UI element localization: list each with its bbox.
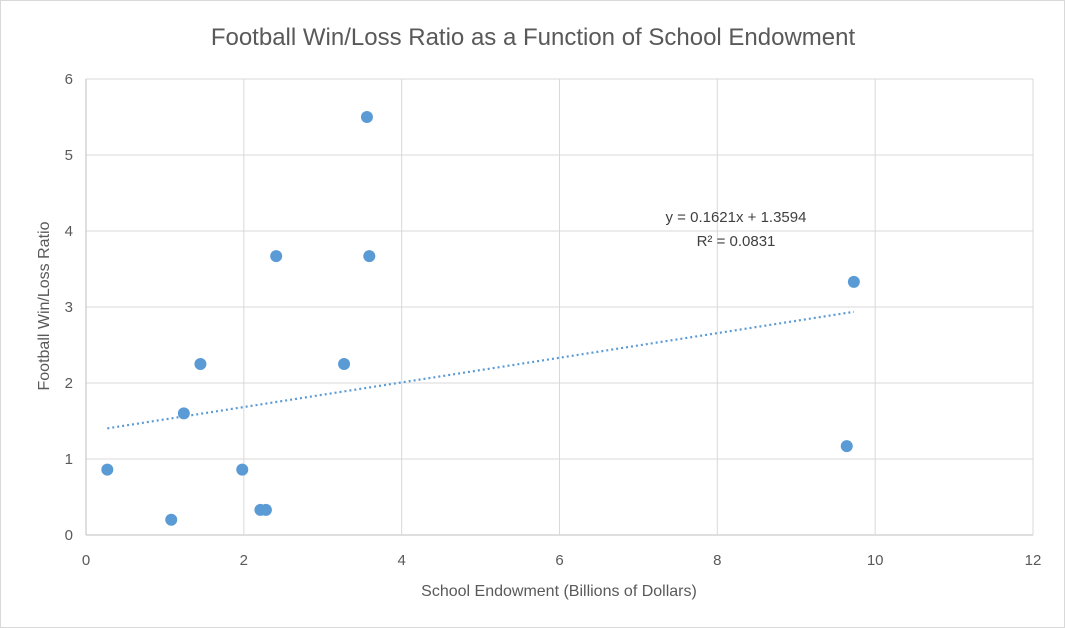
trendline-equation: y = 0.1621x + 1.3594: [666, 209, 807, 226]
trendline-r-squared: R² = 0.0831: [697, 233, 776, 250]
x-tick-label: 2: [240, 552, 248, 569]
data-point: [363, 250, 376, 263]
y-tick-label: 6: [65, 71, 73, 88]
data-point: [338, 358, 351, 370]
x-tick-label: 8: [713, 552, 721, 569]
data-point: [270, 250, 283, 263]
data-point: [847, 275, 860, 288]
data-points: [101, 111, 860, 526]
y-tick-label: 3: [65, 299, 73, 316]
data-point: [194, 358, 207, 370]
x-tick-label: 12: [1025, 552, 1042, 569]
x-tick-label: 10: [867, 552, 884, 569]
x-axis-label: School Endowment (Billions of Dollars): [421, 583, 697, 600]
y-tick-label: 2: [65, 375, 73, 392]
y-tick-label: 5: [65, 147, 73, 164]
data-point: [165, 513, 178, 526]
y-tick-label: 4: [65, 223, 73, 240]
gridlines: [85, 78, 1034, 536]
chart-title: Football Win/Loss Ratio as a Function of…: [211, 24, 856, 51]
trendline: [107, 310, 855, 430]
y-tick-label: 1: [65, 451, 73, 468]
data-point: [101, 463, 114, 476]
data-point: [840, 440, 853, 453]
y-tick-label: 0: [65, 527, 73, 544]
data-point: [236, 463, 249, 476]
x-tick-label: 0: [82, 552, 90, 569]
x-tick-label: 4: [397, 552, 405, 569]
data-point: [259, 503, 272, 516]
data-point: [177, 407, 190, 420]
y-axis-label: Football Win/Loss Ratio: [36, 221, 53, 390]
data-point: [360, 111, 373, 123]
x-tick-label: 6: [555, 552, 563, 569]
